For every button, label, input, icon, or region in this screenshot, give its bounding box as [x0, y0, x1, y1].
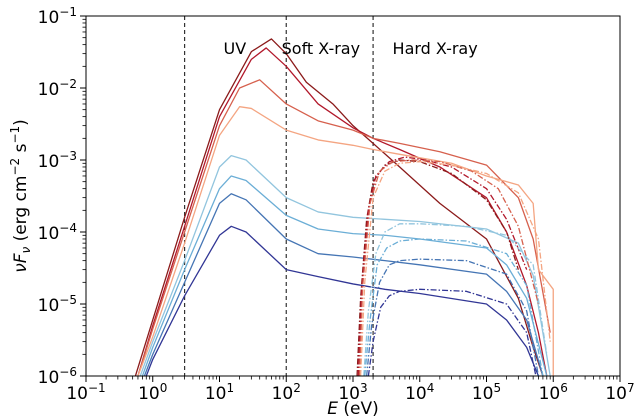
series-line-13: [363, 223, 548, 376]
series-line-5: [139, 154, 551, 376]
series-line-11: [358, 159, 540, 376]
x-tick-label: 10−1: [66, 381, 105, 404]
x-axis-label: E (eV): [327, 399, 379, 418]
region-label: Hard X-ray: [393, 39, 478, 58]
x-tick-label: 105: [472, 381, 501, 404]
y-axis-label: νFν (erg cm−2 s−1): [8, 119, 33, 273]
y-tick-label: 10−4: [38, 221, 77, 244]
x-tick-label: 106: [539, 381, 568, 404]
series-line-14: [364, 238, 544, 376]
plot-frame: [85, 15, 621, 377]
series-line-9: [356, 159, 519, 376]
region-label: Soft X-ray: [282, 39, 360, 58]
y-tick-label: 10−3: [38, 149, 77, 172]
x-tick-label: 102: [272, 381, 301, 404]
series-line-7: [143, 193, 544, 376]
x-tick-label: 101: [205, 381, 234, 404]
region-label: UV: [224, 39, 247, 58]
series-line-8: [145, 225, 540, 376]
series-line-16: [367, 288, 537, 376]
series-line-15: [365, 258, 540, 376]
series-line-6: [141, 175, 548, 376]
series-line-2: [137, 47, 548, 376]
x-tick-label: 104: [405, 381, 434, 404]
x-tick-label: 107: [605, 381, 634, 404]
x-tick-label: 100: [138, 381, 167, 404]
chart-marks: [134, 16, 554, 376]
y-tick-label: 10−2: [38, 77, 77, 100]
series-line-12: [359, 160, 551, 376]
series-line-1: [134, 38, 544, 376]
series-line-4: [137, 106, 554, 376]
y-tick-label: 10−5: [38, 293, 77, 316]
series-line-3: [137, 79, 551, 376]
y-tick-label: 10−1: [38, 5, 77, 28]
series-line-10: [357, 156, 528, 376]
region-labels: UV Soft X-ray Hard X-ray: [224, 39, 478, 58]
